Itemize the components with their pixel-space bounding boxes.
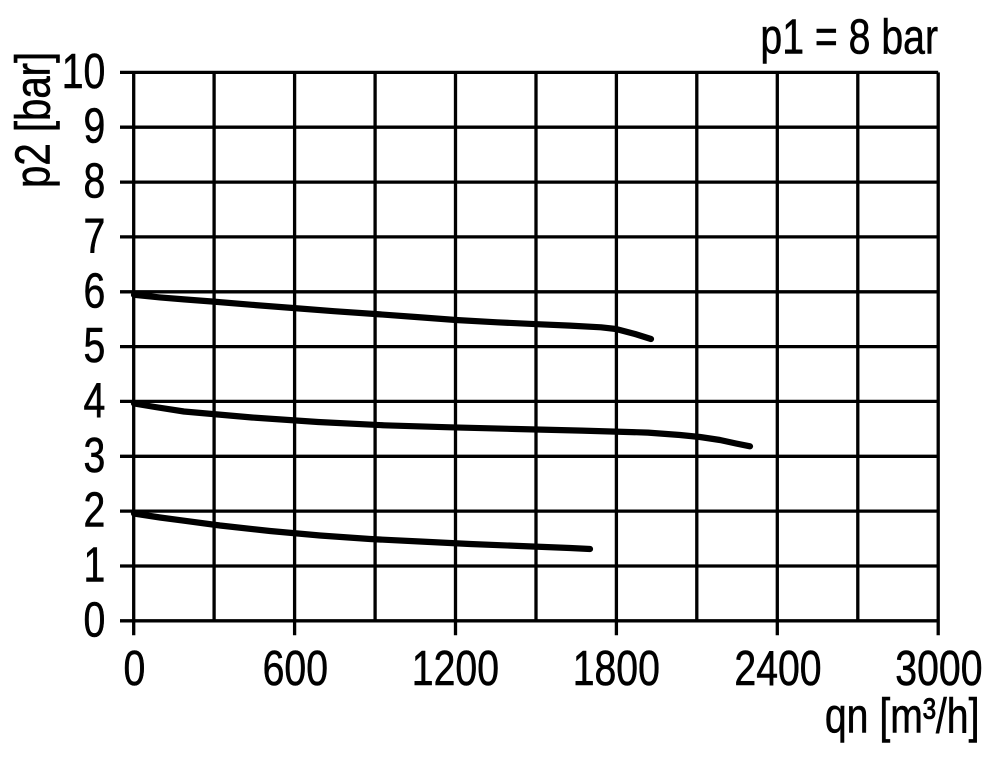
svg-text:7: 7 [84,209,106,263]
svg-text:1: 1 [84,538,106,592]
svg-text:2400: 2400 [734,642,821,696]
svg-text:6: 6 [84,264,106,318]
svg-text:p1 = 8 bar: p1 = 8 bar [760,10,938,64]
svg-text:600: 600 [263,642,328,696]
svg-text:1200: 1200 [412,642,499,696]
svg-text:10: 10 [62,45,106,99]
svg-text:5: 5 [84,319,106,373]
svg-text:3: 3 [84,429,106,483]
svg-text:3000: 3000 [895,642,982,696]
svg-text:4: 4 [84,374,106,428]
svg-text:1800: 1800 [573,642,660,696]
svg-text:qn [m³/h]: qn [m³/h] [825,689,980,743]
svg-text:8: 8 [84,155,106,209]
svg-text:2: 2 [84,484,106,538]
svg-text:0: 0 [124,642,146,696]
svg-text:9: 9 [84,100,106,154]
svg-text:p2 [bar]: p2 [bar] [6,52,61,188]
svg-text:0: 0 [84,593,106,647]
